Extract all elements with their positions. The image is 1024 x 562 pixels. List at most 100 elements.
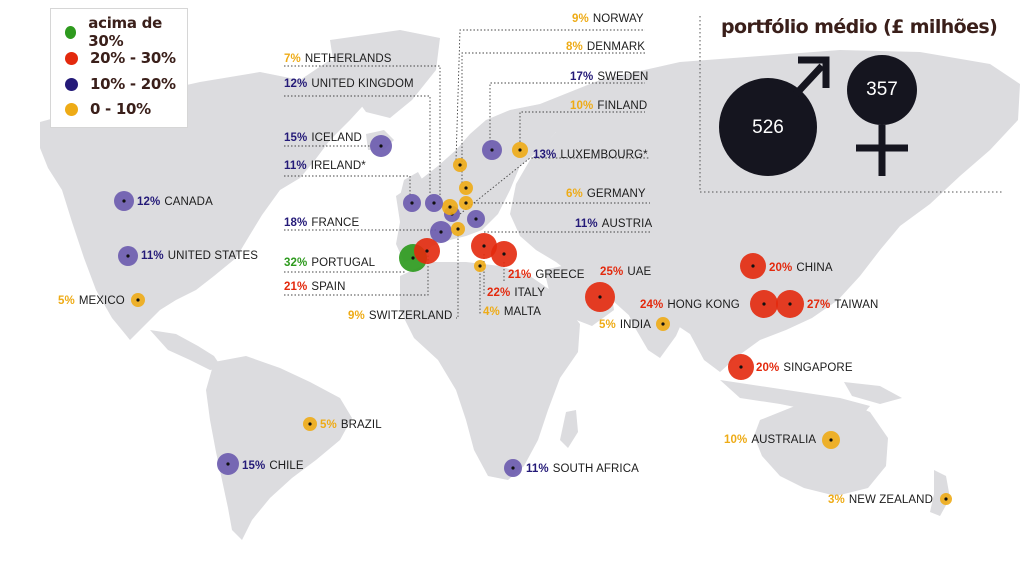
spain-leader-line: [284, 254, 429, 296]
finland-label: 10% FINLAND: [570, 99, 647, 113]
legend-item: 0 - 10%: [65, 98, 151, 120]
spain-name: SPAIN: [311, 281, 346, 293]
germany-percentage: 6%: [566, 188, 583, 200]
red-dot-icon: [65, 51, 78, 65]
mexico-percentage: 5%: [58, 295, 75, 307]
new-zealand-percentage: 3%: [828, 494, 845, 506]
hong-kong-label: 24% HONG KONG: [640, 298, 740, 312]
mexico-center-dot: [136, 298, 140, 302]
iceland-name: ICELAND: [311, 132, 362, 144]
india-percentage: 5%: [599, 319, 616, 331]
denmark-leader-line: [461, 52, 645, 183]
sweden-percentage: 17%: [570, 71, 594, 83]
luxembourg-percentage: 13%: [533, 149, 557, 161]
china-label: 20% CHINA: [769, 261, 833, 275]
united-states-name: UNITED STATES: [167, 250, 259, 262]
singapore-center-dot: [739, 365, 743, 369]
sweden-center-dot: [490, 148, 494, 152]
legend-item: 20% - 30%: [65, 47, 176, 69]
green-dot-icon: [65, 25, 77, 39]
united-states-percentage: 11%: [141, 250, 164, 262]
india-landmass: [620, 292, 690, 358]
africa-landmass: [400, 262, 580, 480]
greece-label: 21% GREECE: [508, 268, 585, 282]
luxembourg-name: LUXEMBOURG*: [560, 149, 648, 161]
singapore-name: SINGAPORE: [783, 362, 853, 374]
legend-label: 10% - 20%: [90, 75, 176, 93]
norway-name: NORWAY: [592, 13, 644, 25]
singapore-percentage: 20%: [756, 362, 780, 374]
sweden-name: SWEDEN: [597, 71, 649, 83]
malta-percentage: 4%: [483, 306, 500, 318]
france-label: 18% FRANCE: [284, 216, 359, 230]
hong-kong-percentage: 24%: [640, 299, 664, 311]
sweden-leader-line: [489, 82, 645, 142]
switzerland-center-dot: [456, 227, 460, 231]
united-kingdom-center-dot: [432, 201, 436, 205]
taiwan-name: TAIWAN: [834, 299, 879, 311]
chile-label: 15% CHILE: [242, 459, 304, 473]
madagascar-landmass: [560, 410, 578, 448]
purple-dot-icon: [65, 77, 78, 91]
greece-center-dot: [502, 252, 506, 256]
south-africa-percentage: 11%: [526, 463, 549, 475]
finland-name: FINLAND: [597, 100, 648, 112]
austria-percentage: 11%: [575, 218, 598, 230]
legend-label: acima de 30%: [88, 14, 162, 50]
china-name: CHINA: [796, 262, 833, 274]
legend-item: acima de 30%: [65, 14, 187, 50]
chile-percentage: 15%: [242, 460, 266, 472]
denmark-center-dot: [464, 186, 468, 190]
south-africa-center-dot: [511, 466, 515, 470]
austria-label: 11% AUSTRIA: [575, 217, 652, 231]
finland-percentage: 10%: [570, 100, 594, 112]
uae-percentage: 25%: [600, 266, 624, 278]
south-africa-name: SOUTH AFRICA: [552, 463, 639, 475]
china-center-dot: [751, 264, 755, 268]
portugal-label: 32% PORTUGAL: [284, 256, 375, 270]
legend-label: 20% - 30%: [90, 49, 176, 67]
gender-panel: [699, 16, 1004, 193]
male-bubble: [719, 78, 817, 176]
united-kingdom-percentage: 12%: [284, 78, 308, 90]
ireland-percentage: 11%: [284, 160, 307, 172]
germany-name: GERMANY: [586, 188, 646, 200]
new-zealand-label: 3% NEW ZEALAND: [828, 493, 933, 507]
italy-name: ITALY: [514, 287, 546, 299]
hong-kong-name: HONG KONG: [667, 299, 740, 311]
austria-name: AUSTRIA: [601, 218, 653, 230]
italy-percentage: 22%: [487, 287, 511, 299]
australia-label: 10% AUSTRALIA: [724, 433, 816, 447]
spain-percentage: 21%: [284, 281, 308, 293]
france-name: FRANCE: [311, 217, 360, 229]
mexico-name: MEXICO: [78, 295, 125, 307]
italy-label: 22% ITALY: [487, 286, 545, 300]
male-value: 526: [752, 117, 784, 138]
yellow-dot-icon: [65, 102, 78, 116]
iceland-center-dot: [379, 144, 383, 148]
female-value: 357: [866, 79, 898, 100]
male-arrow-shaft: [793, 63, 825, 97]
luxembourg-label: 13% LUXEMBOURG*: [533, 148, 648, 162]
germany-center-dot: [464, 201, 468, 205]
north-america-landmass: [40, 60, 372, 340]
united-states-center-dot: [126, 254, 130, 258]
malta-center-dot: [478, 264, 482, 268]
denmark-percentage: 8%: [566, 41, 583, 53]
india-label: 5% INDIA: [599, 318, 651, 332]
finland-leader-line: [519, 111, 645, 142]
switzerland-leader-line: [456, 235, 459, 319]
ireland-center-dot: [410, 201, 414, 205]
new-zealand-center-dot: [944, 497, 948, 501]
chile-name: CHILE: [269, 460, 304, 472]
netherlands-center-dot: [448, 205, 452, 209]
spain-label: 21% SPAIN: [284, 280, 346, 294]
india-name: INDIA: [619, 319, 651, 331]
country-bubbles: [114, 135, 952, 505]
australia-percentage: 10%: [724, 434, 748, 446]
japan-landmass: [846, 190, 876, 236]
switzerland-percentage: 9%: [348, 310, 365, 322]
portugal-center-dot: [411, 256, 415, 260]
greece-percentage: 21%: [508, 269, 532, 281]
